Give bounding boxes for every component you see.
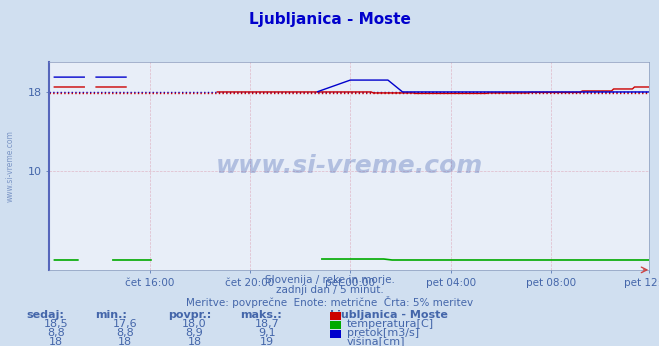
Text: sedaj:: sedaj: bbox=[26, 310, 64, 320]
Text: 18: 18 bbox=[118, 337, 132, 346]
Text: Ljubljanica - Moste: Ljubljanica - Moste bbox=[248, 12, 411, 27]
Text: zadnji dan / 5 minut.: zadnji dan / 5 minut. bbox=[275, 285, 384, 295]
Text: 8,8: 8,8 bbox=[117, 328, 134, 338]
Text: min.:: min.: bbox=[96, 310, 127, 320]
Text: Meritve: povprečne  Enote: metrične  Črta: 5% meritev: Meritve: povprečne Enote: metrične Črta:… bbox=[186, 296, 473, 308]
Text: Ljubljanica - Moste: Ljubljanica - Moste bbox=[330, 310, 447, 320]
Text: pretok[m3/s]: pretok[m3/s] bbox=[347, 328, 418, 338]
Text: 8,9: 8,9 bbox=[186, 328, 203, 338]
Text: višina[cm]: višina[cm] bbox=[347, 337, 405, 346]
Text: 18,5: 18,5 bbox=[43, 319, 69, 329]
Text: 18: 18 bbox=[49, 337, 63, 346]
Text: www.si-vreme.com: www.si-vreme.com bbox=[5, 130, 14, 202]
Text: temperatura[C]: temperatura[C] bbox=[347, 319, 434, 329]
Text: 17,6: 17,6 bbox=[113, 319, 138, 329]
Text: Slovenija / reke in morje.: Slovenija / reke in morje. bbox=[264, 275, 395, 285]
Text: povpr.:: povpr.: bbox=[168, 310, 212, 320]
Text: www.si-vreme.com: www.si-vreme.com bbox=[215, 154, 483, 178]
Text: maks.:: maks.: bbox=[241, 310, 282, 320]
Text: 18: 18 bbox=[187, 337, 202, 346]
Text: 18,0: 18,0 bbox=[182, 319, 207, 329]
Text: 8,8: 8,8 bbox=[47, 328, 65, 338]
Text: 19: 19 bbox=[260, 337, 274, 346]
Text: 9,1: 9,1 bbox=[258, 328, 275, 338]
Text: 18,7: 18,7 bbox=[254, 319, 279, 329]
